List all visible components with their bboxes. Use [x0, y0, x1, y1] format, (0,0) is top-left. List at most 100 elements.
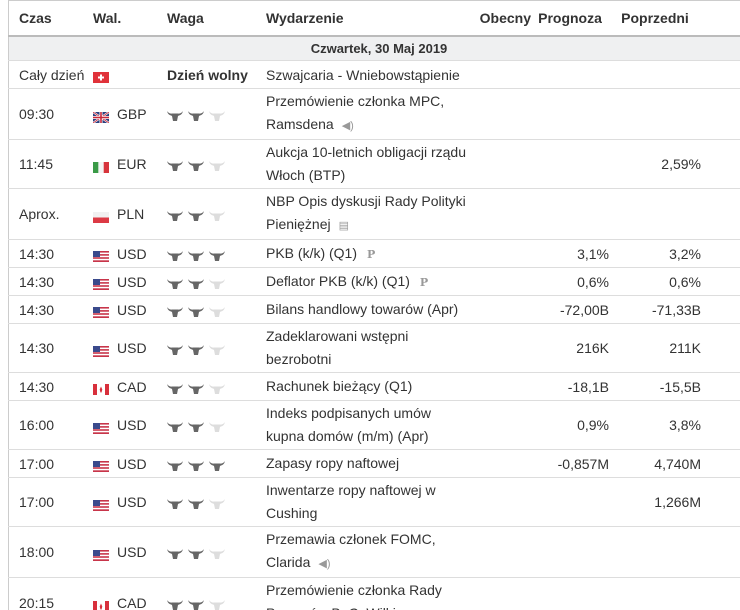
event-row[interactable]: 11:45 EUR Aukcja 10-letnich obligacji rząd… — [8, 139, 740, 189]
previous-value — [609, 88, 701, 140]
actual-value — [466, 88, 531, 140]
actual-value — [466, 239, 531, 268]
report-icon[interactable]: ▤ — [338, 220, 350, 232]
event-row[interactable]: 20:15 CAD Przemówienie członka Rady Prezes… — [8, 577, 740, 610]
event-row[interactable]: 14:30 USD Zadeklarowani wstępni bezrobotni… — [8, 323, 740, 373]
date-label: Czwartek, 30 Maj 2019 — [8, 36, 740, 61]
event-name[interactable]: Indeks podpisanych umów kupna domów (m/m… — [266, 405, 431, 444]
event-name[interactable]: Inwentarze ropy naftowej w Cushing — [266, 482, 436, 521]
forecast-value: 3,1% — [531, 239, 609, 268]
flag-usa-icon — [93, 498, 109, 511]
flag-usa-icon — [93, 548, 109, 561]
time: 18:00 — [8, 526, 93, 578]
previous-value: 3,2% — [609, 239, 701, 268]
forecast-value — [531, 477, 609, 527]
holiday-row[interactable]: Cały dzień Dzień wolny Szwajcaria - Wnie… — [8, 60, 740, 89]
time: 11:45 — [8, 139, 93, 189]
bull-filled-icon — [188, 382, 204, 394]
event-name[interactable]: Przemówienie członka MPC, Ramsdena — [266, 93, 445, 132]
event-row[interactable]: 18:00 USD Przemawia członek FOMC, Clarida ◀… — [8, 526, 740, 578]
event-row[interactable]: 14:30 USD PKB (k/k) (Q1) P 3,1% 3,2% — [8, 239, 740, 268]
col-time: Czas — [8, 0, 93, 37]
forecast-value — [531, 88, 609, 140]
col-actual: Obecny — [466, 0, 531, 37]
importance — [167, 372, 266, 401]
event-name[interactable]: Aukcja 10-letnich obligacji rządu Włoch … — [266, 144, 466, 183]
time: 09:30 — [8, 88, 93, 140]
actual-value — [466, 477, 531, 527]
time: 14:30 — [8, 267, 93, 296]
bull-filled-icon — [167, 305, 183, 317]
previous-value: 4,740M — [609, 449, 701, 478]
currency: GBP — [117, 106, 147, 122]
event-name[interactable]: Przemawia członek FOMC, Clarida — [266, 531, 436, 570]
bull-empty-icon — [209, 382, 225, 394]
time: Aprox. — [8, 188, 93, 240]
importance — [167, 400, 266, 450]
event-name[interactable]: Zadeklarowani wstępni bezrobotni — [266, 328, 409, 367]
forecast-value: 0,9% — [531, 400, 609, 450]
preliminary-icon[interactable]: P — [419, 275, 429, 289]
bull-filled-icon — [167, 459, 183, 471]
importance — [167, 139, 266, 189]
time: 17:00 — [8, 477, 93, 527]
forecast-value — [531, 139, 609, 189]
event-name[interactable]: Deflator PKB (k/k) (Q1) — [266, 272, 410, 289]
importance — [167, 477, 266, 527]
currency: USD — [117, 340, 147, 356]
importance — [167, 239, 266, 268]
bull-filled-icon — [188, 343, 204, 356]
event-row[interactable]: 14:30 USD Bilans handlowy towarów (Apr) -72… — [8, 295, 740, 324]
bull-filled-icon — [167, 420, 183, 433]
bull-filled-icon — [188, 547, 204, 560]
speech-icon[interactable]: ◀) — [341, 120, 354, 132]
flag-usa-icon — [93, 305, 109, 319]
event-name[interactable]: NBP Opis dyskusji Rady Polityki Pieniężn… — [266, 193, 466, 232]
importance — [167, 526, 266, 578]
event-row[interactable]: 17:00 USD Zapasy ropy naftowej -0,857M 4,740… — [8, 449, 740, 478]
flag-usa-icon — [93, 277, 109, 291]
bull-filled-icon — [167, 382, 183, 394]
bull-filled-icon — [188, 249, 204, 261]
previous-value: 3,8% — [609, 400, 701, 450]
importance — [167, 88, 266, 140]
event-name[interactable]: Zapasy ropy naftowej — [266, 455, 400, 471]
time: Cały dzień — [8, 60, 93, 89]
actual-value — [466, 526, 531, 578]
bull-empty-icon — [209, 109, 225, 122]
previous-value — [609, 526, 701, 578]
event-name[interactable]: Szwajcaria - Wniebowstąpienie — [266, 60, 701, 89]
event-row[interactable]: 17:00 USD Inwentarze ropy naftowej w Cushi… — [8, 477, 740, 527]
bull-filled-icon — [188, 277, 204, 289]
bull-empty-icon — [209, 209, 225, 222]
event-name[interactable]: PKB (k/k) (Q1) — [266, 244, 358, 261]
bull-empty-icon — [209, 343, 225, 356]
bull-empty-icon — [209, 547, 225, 560]
actual-value — [466, 323, 531, 373]
event-row[interactable]: 14:30 USD Deflator PKB (k/k) (Q1) P 0,6% 0,6% — [8, 267, 740, 296]
bull-filled-icon — [188, 305, 204, 317]
event-name[interactable]: Rachunek bieżący (Q1) — [266, 378, 413, 394]
preliminary-icon[interactable]: P — [367, 247, 376, 261]
header-row: Czas Wal. Waga Wydarzenie Obecny Prognoz… — [8, 0, 740, 37]
event-row[interactable]: Aprox. PLN NBP Opis dyskusji Rady Polityki… — [8, 188, 740, 240]
event-row[interactable]: 16:00 USD Indeks podpisanych umów kupna do… — [8, 400, 740, 450]
previous-value: 1,266M — [609, 477, 701, 527]
forecast-value: 216K — [531, 323, 609, 373]
event-name[interactable]: Przemówienie członka Rady Prezesów BoC, … — [266, 582, 442, 610]
flag-uk-icon — [92, 110, 110, 124]
previous-value: -71,33B — [609, 295, 701, 324]
event-row[interactable]: 14:30 CAD Rachunek bieżący (Q1) -18,1B -15,5… — [8, 372, 740, 401]
actual-value — [466, 449, 531, 478]
col-currency: Wal. — [93, 0, 167, 37]
bull-filled-icon — [188, 109, 204, 122]
speech-icon[interactable]: ◀) — [318, 558, 331, 570]
forecast-value — [531, 526, 609, 578]
importance — [167, 267, 266, 296]
flag-usa-icon — [93, 249, 109, 263]
event-name[interactable]: Bilans handlowy towarów (Apr) — [266, 301, 459, 317]
event-row[interactable]: 09:30 GBP Przemówienie członka MPC, Ramsde… — [8, 88, 740, 140]
flag-poland-icon — [93, 210, 109, 223]
flag-italy-icon — [93, 160, 109, 173]
